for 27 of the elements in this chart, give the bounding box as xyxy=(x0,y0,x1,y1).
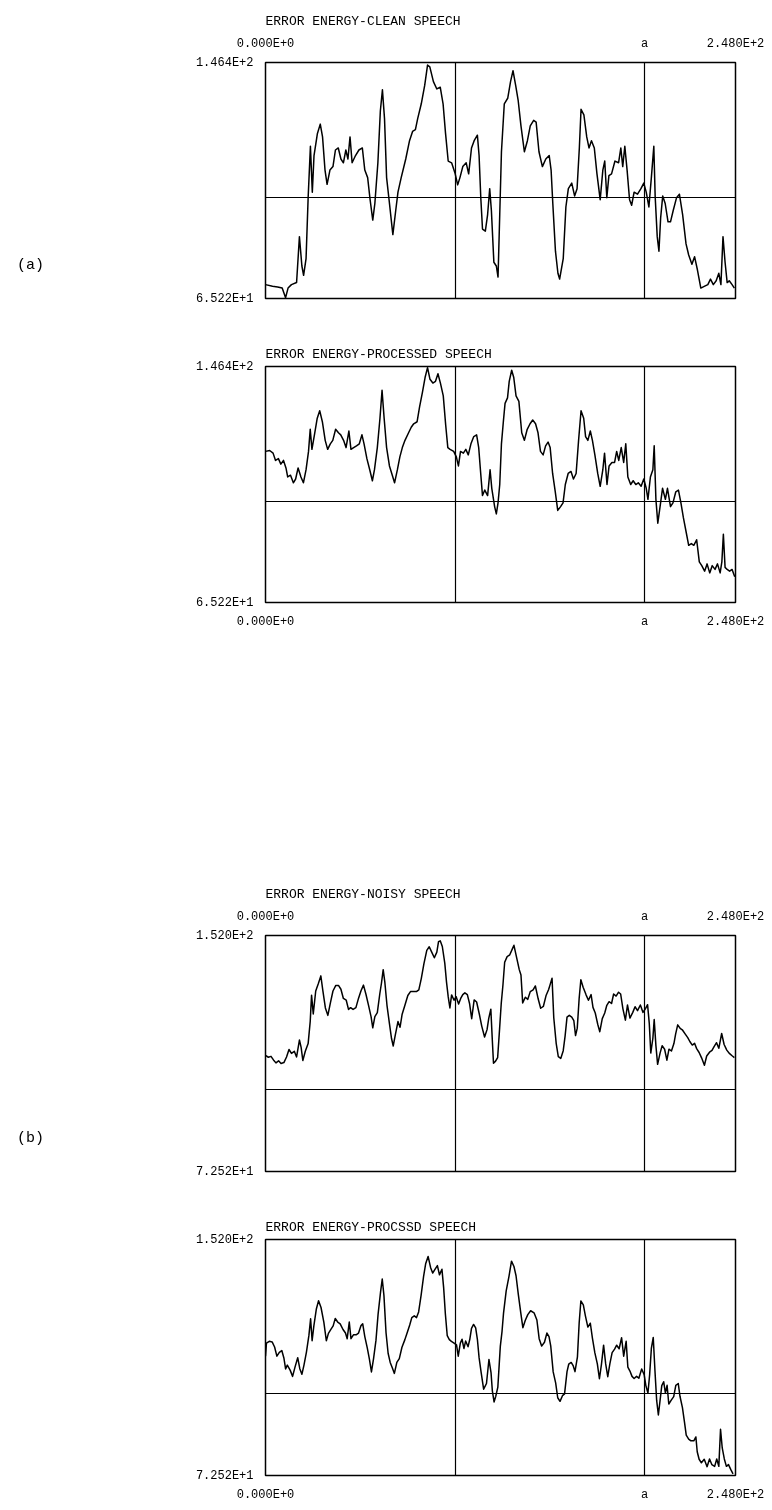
text: (a) xyxy=(17,256,45,276)
chart-title: ERROR ENERGY-PROCSSD SPEECH xyxy=(265,1219,477,1235)
x-tick-label: 2.480E+2 xyxy=(706,909,765,924)
x-tick-label: 0.000E+0 xyxy=(236,36,295,51)
x-tick-label: a xyxy=(640,614,649,629)
x-tick-label: 2.480E+2 xyxy=(706,1487,765,1502)
y-tick-label: 6.522E+1 xyxy=(195,595,254,610)
y-tick-label: 1.520E+2 xyxy=(195,1232,254,1247)
x-tick-label: 0.000E+0 xyxy=(236,614,295,629)
y-tick-label: 7.252E+1 xyxy=(195,1164,254,1179)
x-tick-label: 2.480E+2 xyxy=(706,36,765,51)
y-tick-label: 7.252E+1 xyxy=(195,1468,254,1483)
x-tick-label: a xyxy=(640,36,649,51)
y-tick-label: 1.520E+2 xyxy=(195,928,254,943)
chart-title: ERROR ENERGY-PROCESSED SPEECH xyxy=(265,346,492,362)
y-tick-label: 1.464E+2 xyxy=(195,359,254,374)
chart-title: ERROR ENERGY-NOISY SPEECH xyxy=(265,886,461,902)
y-tick-label: 1.464E+2 xyxy=(195,55,254,70)
x-tick-label: a xyxy=(640,909,649,924)
x-tick-label: 0.000E+0 xyxy=(236,1487,295,1502)
line-series xyxy=(265,64,736,299)
y-tick-label: 6.522E+1 xyxy=(195,291,254,306)
text: (b) xyxy=(17,1129,45,1149)
x-tick-label: 2.480E+2 xyxy=(706,614,765,629)
x-tick-label: a xyxy=(640,1487,649,1502)
chart-title: ERROR ENERGY-CLEAN SPEECH xyxy=(265,13,461,29)
x-tick-label: 0.000E+0 xyxy=(236,909,295,924)
